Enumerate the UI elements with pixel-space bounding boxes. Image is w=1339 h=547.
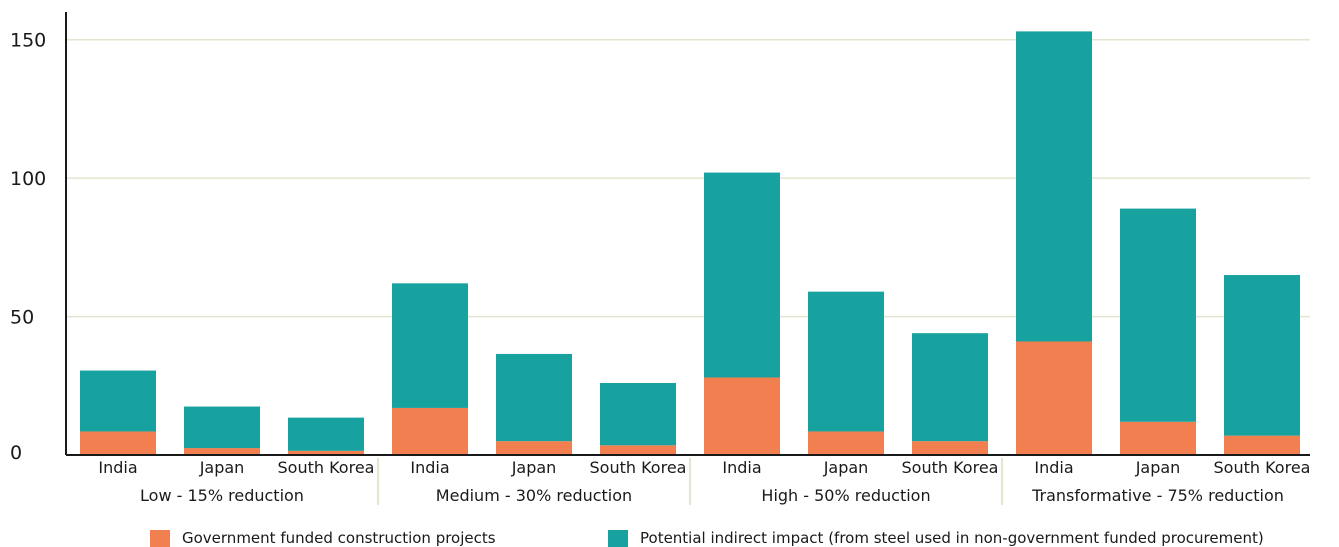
bar-indirect <box>1224 275 1300 436</box>
y-tick-label: 150 <box>10 30 46 52</box>
category-label: South Korea <box>278 458 375 477</box>
group-labels: Low - 15% reduction Medium - 30% reductio… <box>140 486 1284 505</box>
legend-swatch-government <box>150 529 170 547</box>
category-label: Japan <box>1135 458 1181 477</box>
bar-indirect <box>912 333 988 442</box>
category-label: South Korea <box>902 458 999 477</box>
group-separators <box>377 458 1003 505</box>
legend-item-indirect: Potential indirect impact (from steel us… <box>608 529 1264 547</box>
group-label: Low - 15% reduction <box>140 486 304 505</box>
y-tick-label: 100 <box>10 168 46 190</box>
group-label: High - 50% reduction <box>761 486 930 505</box>
y-tick-label: 0 <box>10 442 22 464</box>
legend-swatch-indirect <box>608 529 628 547</box>
bar-indirect <box>288 417 364 451</box>
bar-indirect <box>808 291 884 432</box>
gridlines <box>66 38 1310 318</box>
bar-government <box>912 441 988 455</box>
category-label: Japan <box>823 458 869 477</box>
group-label: Transformative - 75% reduction <box>1031 486 1284 505</box>
bar-government <box>1016 341 1092 455</box>
bar-indirect <box>80 370 156 432</box>
group-label: Medium - 30% reduction <box>436 486 632 505</box>
legend-item-government: Government funded construction projects <box>150 529 496 547</box>
bar-government <box>600 445 676 455</box>
bar-government <box>704 377 780 455</box>
bar-indirect <box>704 172 780 378</box>
legend: Government funded construction projects … <box>0 527 1339 547</box>
category-label: India <box>722 458 761 477</box>
category-label: India <box>410 458 449 477</box>
y-tick-label: 50 <box>10 307 34 329</box>
category-label: India <box>1034 458 1073 477</box>
bar-government <box>1120 421 1196 455</box>
bars <box>80 31 1300 455</box>
y-axis-ticks: 0 50 100 150 <box>10 30 46 464</box>
category-label: Japan <box>511 458 557 477</box>
bar-indirect <box>1120 208 1196 422</box>
bar-indirect <box>600 383 676 446</box>
bar-government <box>184 448 260 455</box>
legend-label-indirect: Potential indirect impact (from steel us… <box>640 529 1264 547</box>
bar-government <box>80 431 156 455</box>
category-label: India <box>98 458 137 477</box>
legend-label-government: Government funded construction projects <box>182 529 496 547</box>
bar-government <box>392 407 468 455</box>
category-label: South Korea <box>590 458 687 477</box>
bar-government <box>288 450 364 455</box>
bar-indirect <box>1016 31 1092 342</box>
bar-government <box>1224 435 1300 455</box>
category-label: Japan <box>199 458 245 477</box>
category-label: South Korea <box>1214 458 1311 477</box>
bar-indirect <box>392 283 468 408</box>
stacked-bar-chart: 0 50 100 150 India Japan South Korea India Japa… <box>10 12 1310 505</box>
category-labels: India Japan South Korea India Japan South Kor… <box>98 458 1310 477</box>
bar-government <box>808 431 884 455</box>
bar-indirect <box>496 353 572 442</box>
bar-government <box>496 441 572 455</box>
bar-indirect <box>184 406 260 449</box>
